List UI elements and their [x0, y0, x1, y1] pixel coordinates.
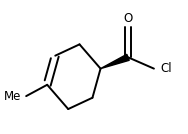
- Text: Cl: Cl: [160, 62, 172, 75]
- Text: O: O: [123, 12, 133, 25]
- Text: Me: Me: [4, 90, 21, 103]
- Polygon shape: [101, 54, 129, 69]
